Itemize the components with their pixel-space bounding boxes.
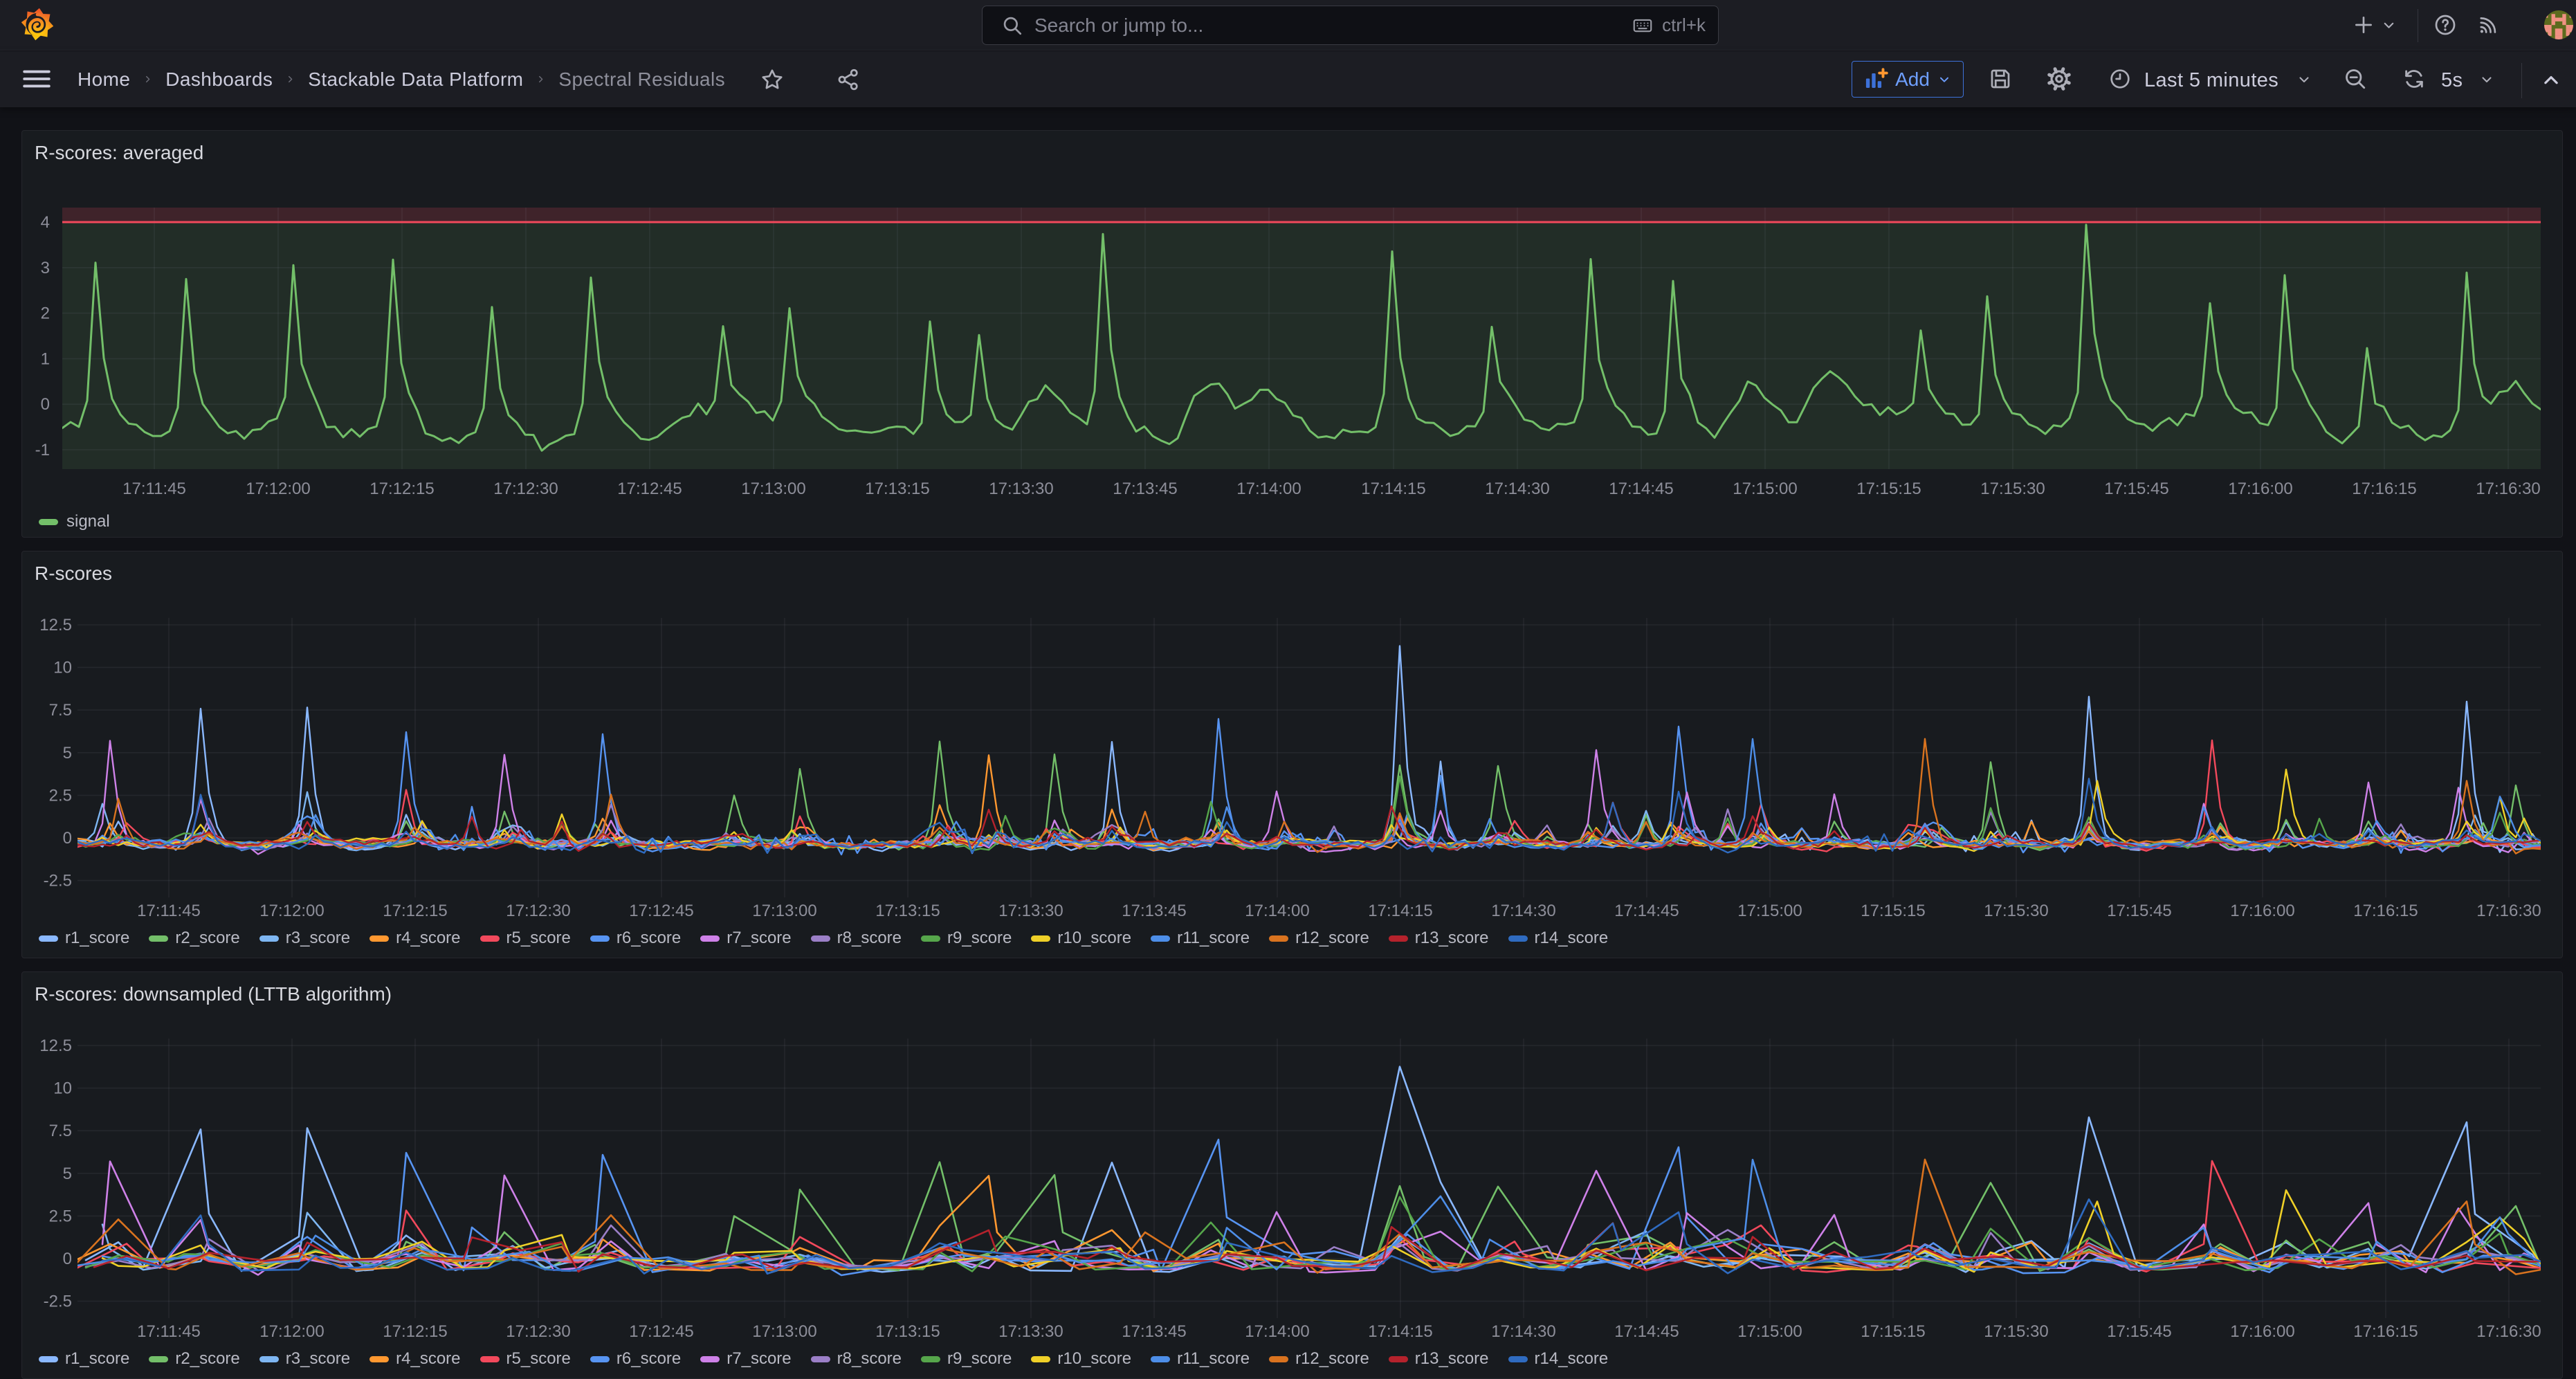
svg-text:17:13:30: 17:13:30 (998, 1322, 1063, 1341)
svg-text:17:15:30: 17:15:30 (1984, 1322, 2048, 1341)
svg-text:0: 0 (41, 395, 50, 414)
svg-text:17:16:00: 17:16:00 (2230, 1322, 2294, 1341)
svg-text:17:13:15: 17:13:15 (875, 902, 940, 920)
svg-text:17:14:00: 17:14:00 (1245, 902, 1309, 920)
svg-text:17:16:00: 17:16:00 (2228, 480, 2292, 498)
svg-text:17:15:00: 17:15:00 (1733, 480, 1797, 498)
svg-text:17:15:30: 17:15:30 (1980, 480, 2045, 498)
svg-text:17:14:45: 17:14:45 (1614, 1322, 1679, 1341)
svg-text:17:14:45: 17:14:45 (1614, 902, 1679, 920)
svg-text:17:14:00: 17:14:00 (1245, 1322, 1309, 1341)
svg-text:4: 4 (41, 213, 50, 232)
svg-text:17:16:15: 17:16:15 (2352, 480, 2416, 498)
svg-text:12.5: 12.5 (39, 616, 72, 634)
svg-text:17:12:30: 17:12:30 (506, 1322, 570, 1341)
svg-text:17:14:45: 17:14:45 (1609, 480, 1673, 498)
svg-text:7.5: 7.5 (49, 1122, 72, 1140)
svg-text:17:15:15: 17:15:15 (1856, 480, 1921, 498)
svg-text:17:13:45: 17:13:45 (1113, 480, 1177, 498)
svg-text:17:15:30: 17:15:30 (1984, 902, 2048, 920)
svg-text:17:14:30: 17:14:30 (1491, 902, 1555, 920)
svg-text:17:13:45: 17:13:45 (1122, 1322, 1186, 1341)
svg-text:17:14:15: 17:14:15 (1368, 1322, 1432, 1341)
svg-text:17:14:30: 17:14:30 (1485, 480, 1549, 498)
svg-text:-2.5: -2.5 (44, 1293, 72, 1311)
svg-text:17:11:45: 17:11:45 (122, 480, 186, 498)
svg-text:17:12:45: 17:12:45 (629, 902, 693, 920)
svg-text:17:12:30: 17:12:30 (506, 902, 570, 920)
svg-text:17:12:15: 17:12:15 (383, 902, 447, 920)
svg-text:10: 10 (53, 1079, 72, 1098)
svg-text:17:14:00: 17:14:00 (1236, 480, 1301, 498)
svg-text:17:13:45: 17:13:45 (1122, 902, 1186, 920)
svg-text:17:13:30: 17:13:30 (989, 480, 1053, 498)
svg-text:17:12:00: 17:12:00 (259, 902, 324, 920)
svg-text:17:11:45: 17:11:45 (137, 902, 201, 920)
svg-text:-2.5: -2.5 (44, 872, 72, 891)
svg-text:17:15:00: 17:15:00 (1737, 1322, 1802, 1341)
svg-text:17:15:45: 17:15:45 (2107, 902, 2171, 920)
svg-text:17:15:15: 17:15:15 (1861, 1322, 1925, 1341)
svg-text:17:13:00: 17:13:00 (752, 902, 816, 920)
svg-text:17:12:15: 17:12:15 (383, 1322, 447, 1341)
svg-text:17:16:15: 17:16:15 (2353, 902, 2418, 920)
svg-text:17:14:15: 17:14:15 (1361, 480, 1425, 498)
svg-text:12.5: 12.5 (39, 1036, 72, 1055)
svg-text:2.5: 2.5 (49, 1207, 72, 1225)
svg-text:17:16:30: 17:16:30 (2476, 902, 2541, 920)
svg-text:17:13:15: 17:13:15 (865, 480, 929, 498)
svg-text:17:15:15: 17:15:15 (1861, 902, 1925, 920)
svg-text:17:13:00: 17:13:00 (741, 480, 805, 498)
svg-text:17:15:45: 17:15:45 (2107, 1322, 2171, 1341)
svg-text:1: 1 (41, 349, 50, 368)
svg-text:17:11:45: 17:11:45 (137, 1322, 201, 1341)
svg-text:17:16:30: 17:16:30 (2476, 480, 2540, 498)
svg-text:3: 3 (41, 259, 50, 277)
svg-text:17:12:45: 17:12:45 (629, 1322, 693, 1341)
svg-text:17:14:15: 17:14:15 (1368, 902, 1432, 920)
svg-text:17:12:00: 17:12:00 (246, 480, 310, 498)
svg-text:17:12:00: 17:12:00 (259, 1322, 324, 1341)
svg-text:17:15:00: 17:15:00 (1737, 902, 1802, 920)
svg-text:5: 5 (63, 1165, 72, 1183)
svg-text:17:13:00: 17:13:00 (752, 1322, 816, 1341)
svg-text:-1: -1 (35, 441, 50, 459)
svg-text:17:14:30: 17:14:30 (1491, 1322, 1555, 1341)
svg-text:17:13:15: 17:13:15 (875, 1322, 940, 1341)
svg-text:17:13:30: 17:13:30 (998, 902, 1063, 920)
svg-text:5: 5 (63, 744, 72, 762)
svg-text:10: 10 (53, 659, 72, 677)
svg-text:17:16:30: 17:16:30 (2476, 1322, 2541, 1341)
svg-text:17:12:15: 17:12:15 (369, 480, 434, 498)
svg-text:2.5: 2.5 (49, 786, 72, 805)
svg-text:17:15:45: 17:15:45 (2104, 480, 2168, 498)
svg-text:17:16:00: 17:16:00 (2230, 902, 2294, 920)
svg-text:7.5: 7.5 (49, 701, 72, 720)
svg-text:2: 2 (41, 304, 50, 323)
svg-text:0: 0 (63, 1250, 72, 1268)
svg-text:0: 0 (63, 829, 72, 848)
svg-text:17:12:30: 17:12:30 (493, 480, 558, 498)
svg-text:17:12:45: 17:12:45 (617, 480, 682, 498)
svg-text:17:16:15: 17:16:15 (2353, 1322, 2418, 1341)
